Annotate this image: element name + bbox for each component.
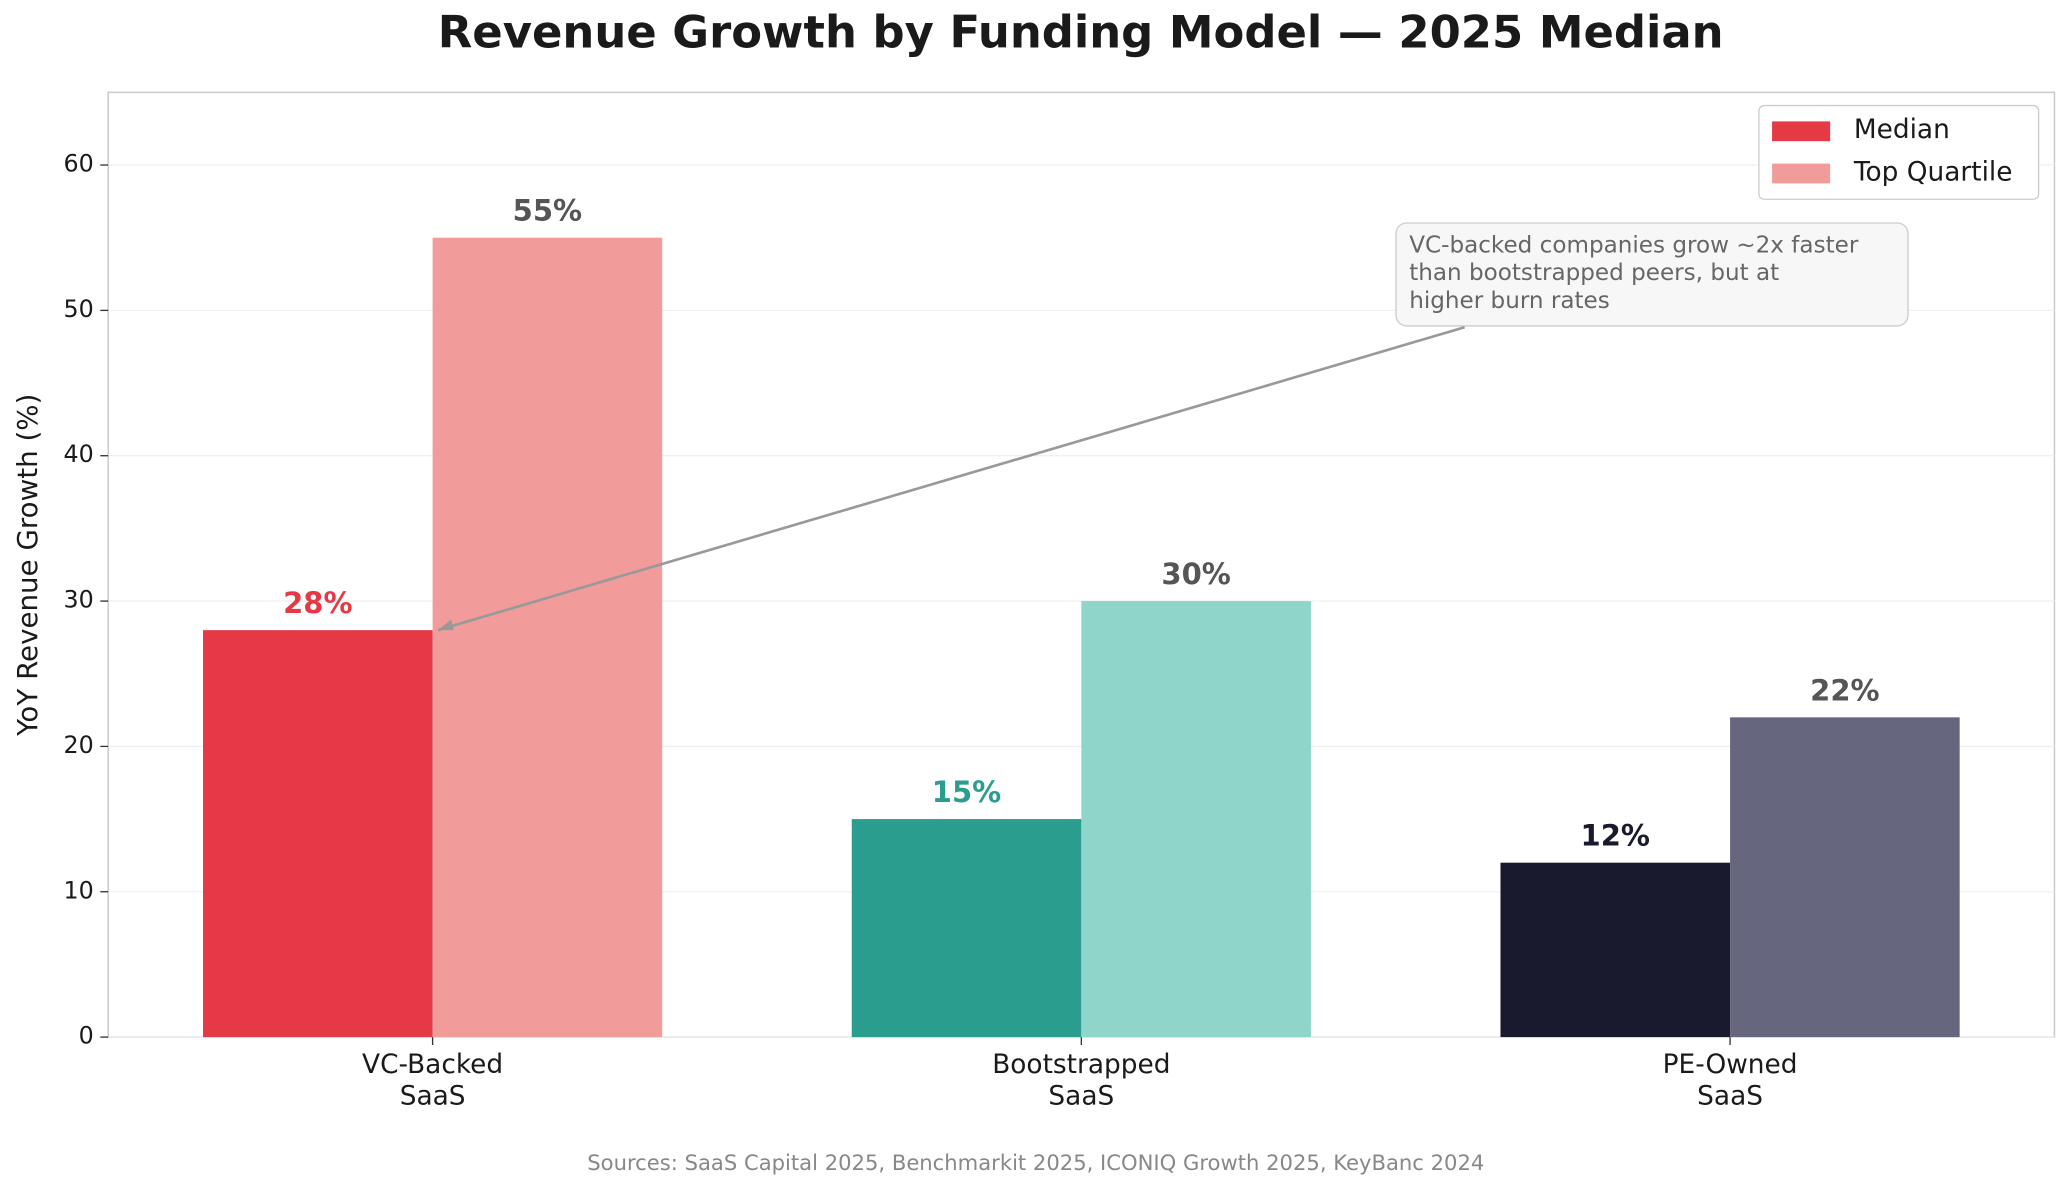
bar [203, 630, 433, 1038]
legend-label: Median [1854, 115, 1950, 145]
bar [432, 237, 663, 1038]
y-tick-label: 10 [63, 876, 93, 904]
annotation-arrow [437, 325, 1466, 632]
y-tick-label: 20 [63, 731, 93, 759]
y-tick-label: 0 [79, 1022, 94, 1050]
legend-swatch [1772, 163, 1831, 184]
legend-swatch [1772, 121, 1831, 142]
bar [1730, 717, 1960, 1038]
value-label: 12% [1581, 819, 1650, 853]
x-tick-label: PE-Owned SaaS [1663, 1049, 1798, 1111]
y-tick-label: 40 [63, 440, 93, 468]
annotation-text: VC-backed companies grow ~2x faster than … [1409, 232, 1859, 313]
value-label: 28% [283, 586, 352, 620]
arrow-head [437, 619, 454, 631]
value-label: 55% [513, 194, 582, 228]
value-label: 15% [932, 775, 1001, 809]
source-note: Sources: SaaS Capital 2025, Benchmarkit … [587, 1150, 1484, 1175]
chart-title: Revenue Growth by Funding Model — 2025 M… [438, 6, 1724, 59]
x-tick-label: VC-Backed SaaS [362, 1049, 503, 1111]
bar [1500, 862, 1731, 1038]
value-label: 30% [1161, 557, 1230, 591]
value-label: 22% [1810, 673, 1879, 707]
y-tick-label: 50 [63, 295, 93, 323]
y-axis-label: YoY Revenue Growth (%) [11, 394, 44, 737]
y-tick-label: 30 [63, 586, 93, 614]
bar [1081, 601, 1311, 1038]
y-tick-label: 60 [63, 150, 93, 178]
x-tick-label: Bootstrapped SaaS [992, 1049, 1170, 1111]
bar [851, 819, 1082, 1038]
annotation-box [1395, 222, 1909, 327]
legend-label: Top Quartile [1853, 157, 2013, 187]
